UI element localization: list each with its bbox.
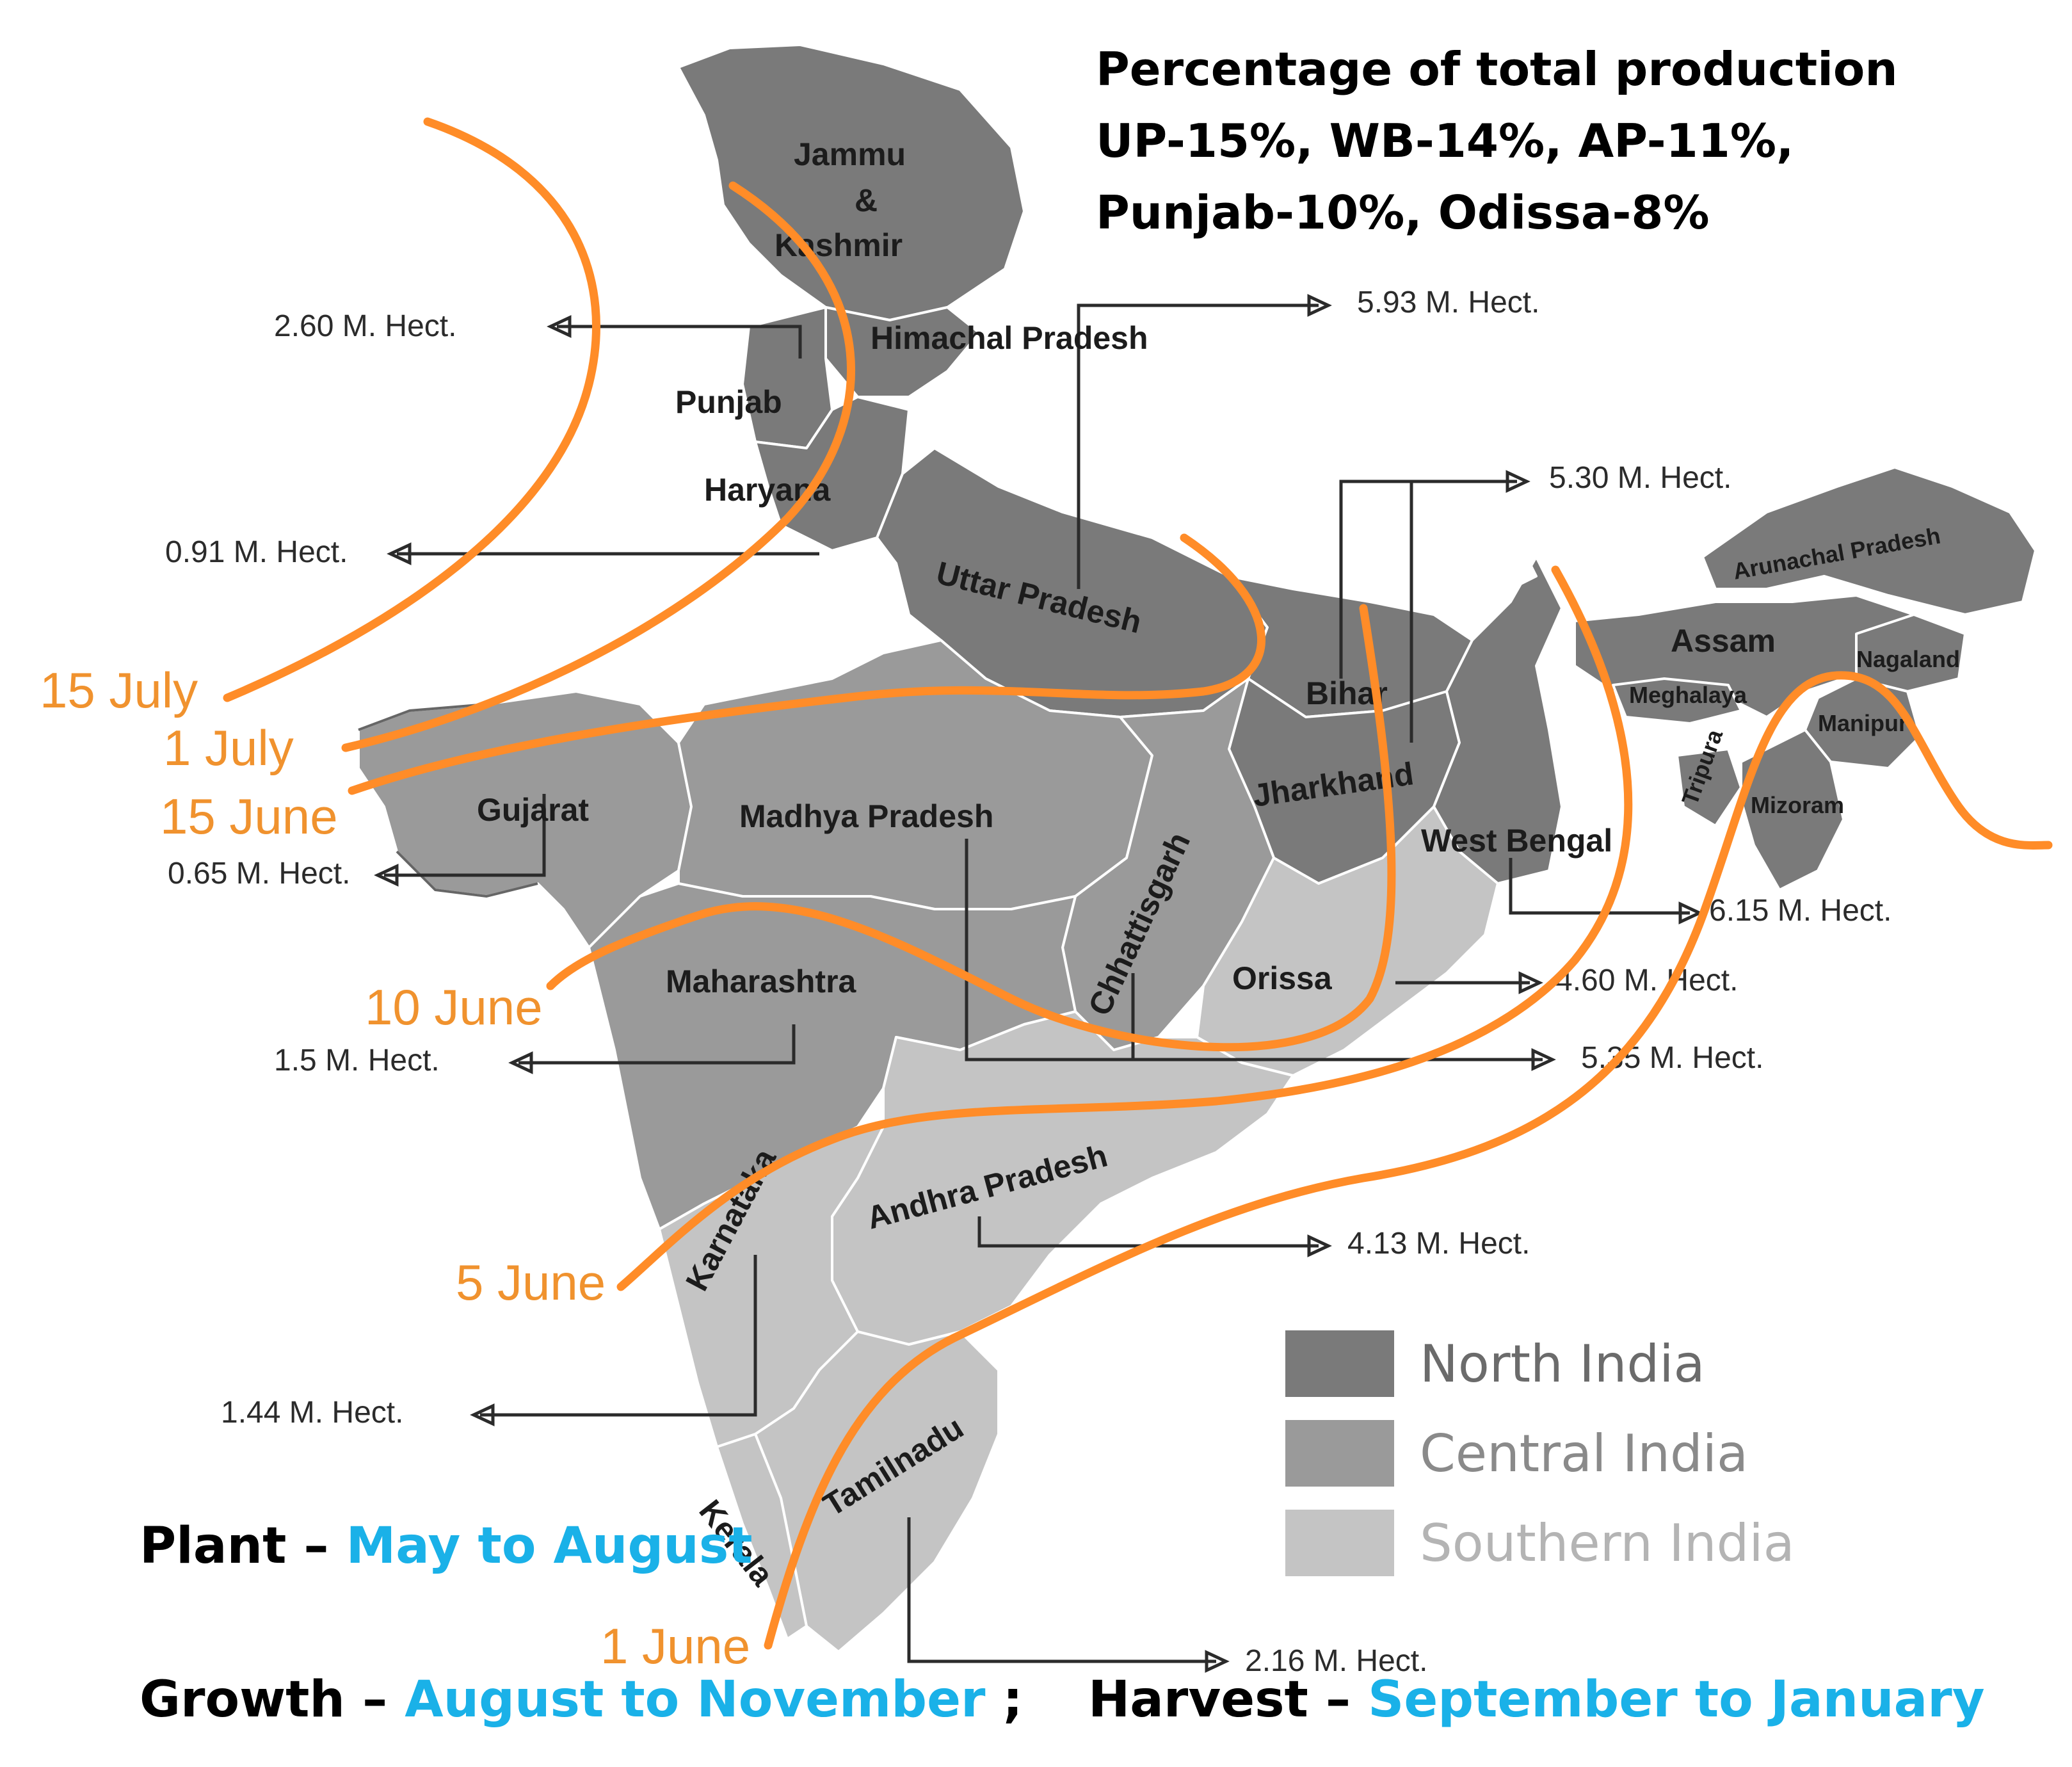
label-west-bengal: West Bengal [1421, 823, 1612, 859]
arrow-punjab [547, 315, 572, 338]
monsoon-onset-lines [223, 117, 2053, 1650]
growth-label: Growth [140, 1671, 345, 1729]
arrow-haryana [387, 542, 412, 565]
production-note: Percentage of total production UP-15%, W… [1096, 33, 1898, 248]
leader-tamilnadu [907, 1517, 1216, 1663]
hect-haryana: 0.91 M. Hect. [165, 535, 348, 569]
arrow-gujarat [374, 864, 399, 887]
plant-separator: – [286, 1517, 346, 1575]
onset-label-15-june: 15 June [160, 788, 338, 844]
arrow-mp-chhattisgarh [1531, 1048, 1556, 1071]
central-india-regions [357, 485, 1499, 1230]
arrow-maharashtra [508, 1051, 533, 1074]
growth-separator: – [344, 1671, 405, 1729]
region-sikkim [1497, 549, 1538, 590]
plant-label: Plant [140, 1517, 287, 1575]
onset-label-1-june: 1 June [600, 1618, 750, 1674]
label-madhya-pradesh: Madhya Pradesh [739, 798, 993, 834]
legend-item-southern: Southern India [1285, 1510, 1795, 1576]
hect-andhra: 4.13 M. Hect. [1347, 1227, 1530, 1261]
label-gujarat: Gujarat [477, 792, 589, 828]
arrow-west-bengal [1678, 901, 1703, 924]
label-assam: Assam [1671, 623, 1776, 659]
harvest-season: Harvest – September to January [1088, 1671, 1985, 1729]
onset-line-15-july [223, 117, 600, 702]
arrow-andhra [1307, 1234, 1332, 1257]
onset-label-5-june: 5 June [456, 1254, 606, 1311]
production-note-line: Punjab-10%, Odissa-8% [1096, 186, 1710, 239]
onset-label-15-july: 15 July [40, 662, 198, 718]
leader-gujarat [384, 794, 546, 877]
harvest-value: September to January [1368, 1671, 1985, 1729]
hect-west-bengal: 6.15 M. Hect. [1709, 894, 1891, 928]
onset-line-10-june [546, 604, 1396, 1052]
growth-season: Growth – August to November ; [140, 1671, 1023, 1729]
legend-swatch-north [1285, 1330, 1394, 1397]
legend-swatch-southern [1285, 1510, 1394, 1576]
leader-andhra [977, 1216, 1319, 1248]
hect-uttar-pradesh: 5.93 M. Hect. [1357, 286, 1539, 319]
hect-tamilnadu: 2.16 M. Hect. [1245, 1644, 1427, 1678]
label-manipur: Manipur [1818, 710, 1907, 736]
onset-line-1-july [341, 181, 856, 752]
gujarat-coast-outline [358, 703, 538, 898]
hect-orissa: 4.60 M. Hect. [1555, 964, 1738, 997]
leader-uttar-pradesh [1077, 303, 1319, 589]
leader-maharashtra [518, 1024, 796, 1065]
harvest-separator: – [1308, 1671, 1369, 1729]
growth-value: August to November [405, 1671, 986, 1729]
onset-line-5-june [616, 565, 1633, 1291]
arrow-bihar-jharkhand [1506, 470, 1530, 493]
hect-bihar-jharkhand: 5.30 M. Hect. [1549, 461, 1731, 495]
label-ampersand: & [855, 182, 878, 218]
legend-label-southern: Southern India [1420, 1513, 1795, 1573]
harvest-label: Harvest [1088, 1671, 1308, 1729]
hect-maharashtra: 1.5 M. Hect. [274, 1044, 440, 1077]
plant-season: Plant – May to August [140, 1517, 753, 1575]
growth-end: ; [985, 1671, 1023, 1729]
label-orissa: Orissa [1232, 960, 1333, 996]
region-arunachal [1701, 466, 2037, 616]
region-meghalaya [1612, 677, 1742, 725]
region-tripura [1676, 748, 1742, 827]
legend-label-central: Central India [1420, 1423, 1749, 1483]
label-himachal: Himachal Pradesh [871, 320, 1148, 356]
production-note-line: Percentage of total production [1096, 42, 1898, 96]
legend-item-central: Central India [1285, 1420, 1748, 1487]
label-maharashtra: Maharashtra [666, 964, 857, 999]
production-note-line: UP-15%, WB-14%, AP-11%, [1096, 114, 1794, 168]
hect-gujarat: 0.65 M. Hect. [168, 857, 350, 891]
label-mizoram: Mizoram [1751, 792, 1844, 818]
label-nagaland: Nagaland [1856, 646, 1960, 672]
leader-west-bengal [1509, 858, 1690, 915]
leader-bihar-jharkhand [1339, 480, 1517, 743]
onset-label-10-june: 10 June [365, 979, 543, 1035]
label-punjab: Punjab [675, 384, 782, 420]
legend-swatch-central [1285, 1420, 1394, 1487]
label-meghalaya: Meghalaya [1629, 682, 1747, 708]
onset-labels: 15 July 1 July 15 June 10 June 5 June 1 … [40, 662, 750, 1674]
label-jammu: Jammu [794, 136, 906, 172]
leader-karnataka [480, 1255, 757, 1417]
hect-punjab: 2.60 M. Hect. [274, 309, 456, 343]
plant-value: May to August [346, 1517, 753, 1575]
onset-line-15-june [348, 533, 1265, 795]
leader-mp-chhattisgarh [965, 839, 1543, 1061]
arrow-tamilnadu [1205, 1650, 1230, 1673]
onset-label-1-july: 1 July [163, 720, 294, 776]
leader-punjab [557, 325, 802, 359]
region-mizoram [1740, 729, 1845, 891]
arrow-karnataka [470, 1403, 495, 1426]
north-india-regions [677, 44, 2037, 891]
hect-karnataka: 1.44 M. Hect. [221, 1396, 403, 1430]
arrow-orissa [1518, 971, 1543, 994]
arrow-uttar-pradesh [1307, 294, 1332, 317]
legend-item-north: North India [1285, 1330, 1705, 1397]
onset-line-1-june [764, 671, 2053, 1650]
hectare-labels: 2.60 M. Hect. 0.91 M. Hect. 0.65 M. Hect… [165, 286, 1891, 1678]
legend-label-north: North India [1420, 1334, 1705, 1394]
region-punjab [741, 306, 833, 449]
